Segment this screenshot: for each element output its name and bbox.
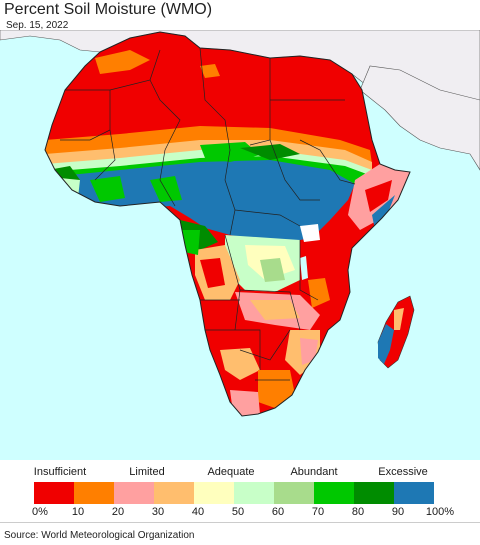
legend-tick-40: 40 xyxy=(191,506,205,518)
legend-category-adequate: Adequate xyxy=(207,466,255,478)
legend-tick-60: 60 xyxy=(271,506,285,518)
legend-swatch-0-10 xyxy=(34,482,74,504)
page-title: Percent Soil Moisture (WMO) xyxy=(4,1,213,18)
legend-tick-100: 100% xyxy=(425,506,455,518)
legend-tick-0: 0% xyxy=(32,506,48,518)
source-credit: Source: World Meteorological Organizatio… xyxy=(4,530,195,541)
soil-moisture-map xyxy=(0,30,480,460)
legend-swatch-90-100 xyxy=(394,482,434,504)
legend-category-limited: Limited xyxy=(129,466,165,478)
legend-color-bar xyxy=(34,482,434,504)
legend-tick-30: 30 xyxy=(151,506,165,518)
legend-tick-10: 10 xyxy=(71,506,85,518)
legend-tick-20: 20 xyxy=(111,506,125,518)
legend-tick-50: 50 xyxy=(231,506,245,518)
legend-swatch-40-50 xyxy=(194,482,234,504)
legend-tick-70: 70 xyxy=(311,506,325,518)
legend-tick-90: 90 xyxy=(391,506,405,518)
legend-swatch-60-70 xyxy=(274,482,314,504)
legend-swatch-50-60 xyxy=(234,482,274,504)
legend-swatch-80-90 xyxy=(354,482,394,504)
madagascar xyxy=(377,295,415,369)
legend-swatch-10-20 xyxy=(74,482,114,504)
legend-swatch-30-40 xyxy=(154,482,194,504)
map-date: Sep. 15, 2022 xyxy=(6,20,69,31)
legend-swatch-20-30 xyxy=(114,482,154,504)
legend-swatch-70-80 xyxy=(314,482,354,504)
legend-tick-80: 80 xyxy=(351,506,365,518)
footer: Source: World Meteorological Organizatio… xyxy=(0,522,480,545)
legend-category-excessive: Excessive xyxy=(378,466,428,478)
legend-category-insufficient: Insufficient xyxy=(33,466,87,478)
legend-category-abundant: Abundant xyxy=(290,466,338,478)
legend: Insufficient Limited Adequate Abundant E… xyxy=(0,460,480,520)
country-borders xyxy=(44,31,411,417)
